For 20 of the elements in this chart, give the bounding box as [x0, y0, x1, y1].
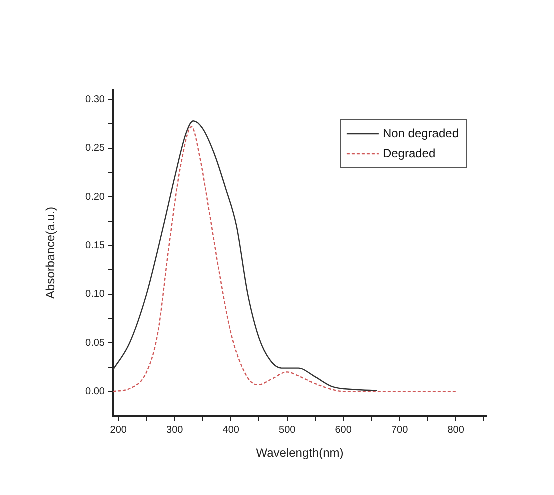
- x-tick-label: 500: [279, 424, 296, 436]
- y-tick-label: 0.30: [86, 94, 106, 106]
- y-tick-label: 0.25: [86, 143, 106, 154]
- y-axis-title: Absorbance(a.u.): [44, 206, 58, 300]
- legend-label: Degraded: [382, 146, 436, 160]
- line-series: [113, 120, 378, 392]
- y-tick-label: 0.20: [86, 192, 106, 203]
- x-tick-label: 400: [222, 424, 240, 436]
- y-tick-label: 0.05: [86, 338, 106, 349]
- x-tick-label: 600: [335, 424, 352, 436]
- x-tick-label: 300: [166, 424, 184, 436]
- x-tick-label: 800: [448, 424, 465, 436]
- legend-label: Non degraded: [382, 126, 459, 140]
- y-tick-label: 0.10: [86, 289, 106, 300]
- x-tick-label: 200: [110, 424, 128, 436]
- x-tick-label: 700: [391, 424, 409, 436]
- line-series: [113, 126, 457, 392]
- y-tick-label: 0.15: [86, 240, 106, 252]
- y-tick-label: 0.00: [86, 386, 106, 398]
- x-axis-title: Wavelength(nm): [256, 446, 344, 460]
